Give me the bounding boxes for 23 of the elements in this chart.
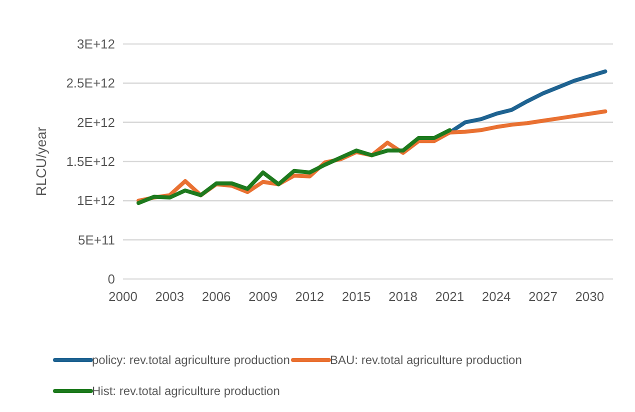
x-tick-label: 2018	[388, 289, 418, 304]
x-tick-label: 2021	[435, 289, 464, 304]
x-tick-label: 2000	[108, 289, 138, 304]
legend-label: Hist: rev.total agriculture production	[92, 384, 280, 398]
x-tick-label: 2012	[295, 289, 324, 304]
x-tick-label: 2006	[202, 289, 231, 304]
x-tick-label: 2009	[248, 289, 278, 304]
legend-label: policy: rev.total agriculture production	[92, 353, 290, 368]
y-tick-label: 3E+12	[77, 36, 115, 52]
y-tick-label: 2E+12	[77, 114, 115, 130]
line-series	[136, 128, 452, 206]
y-tick-label: 0	[108, 272, 115, 287]
x-tick-label: 2030	[575, 289, 604, 304]
legend-label: BAU: rev.total agriculture production	[330, 353, 522, 368]
y-tick-label: 1.5E+12	[66, 154, 115, 170]
y-tick-label: 1E+12	[77, 193, 115, 208]
y-axis-title: RLCU/year	[33, 126, 49, 196]
x-tick-label: 2024	[482, 289, 511, 304]
x-tick-label: 2003	[155, 289, 184, 304]
y-tick-label: 2.5E+12	[66, 76, 115, 91]
x-tick-label: 2015	[342, 289, 371, 304]
y-tick-label: 5E+11	[78, 232, 115, 248]
x-tick-label: 2027	[528, 289, 558, 304]
